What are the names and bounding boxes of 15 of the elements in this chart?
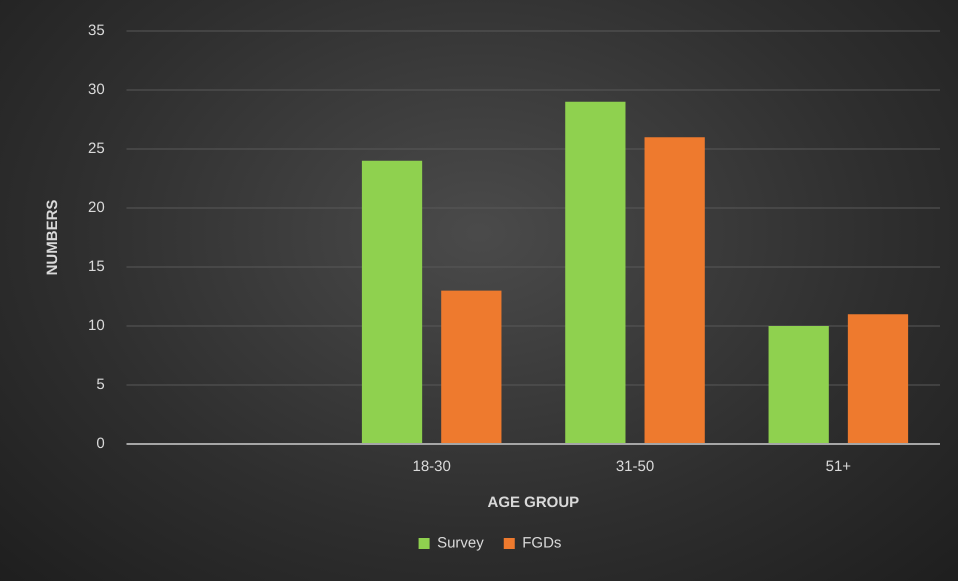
x-tick-label: 31-50 [616, 458, 654, 476]
y-tick-label: 0 [96, 435, 105, 452]
y-tick-label: 25 [88, 140, 105, 158]
y-tick-label: 30 [88, 81, 105, 98]
x-tick-label: 51+ [826, 458, 852, 476]
y-tick-label: 15 [88, 258, 105, 276]
y-tick-label: 5 [96, 376, 105, 394]
y-axis-title: NUMBERS [44, 200, 62, 276]
legend-label: FGDs [522, 534, 562, 552]
y-tick-label: 10 [88, 317, 105, 334]
x-tick-label: 18-30 [412, 458, 451, 476]
y-tick-label: 20 [88, 199, 105, 216]
x-axis-title: AGE GROUP [488, 494, 580, 512]
y-tick-label: 35 [88, 22, 105, 40]
legend-label: Survey [437, 534, 484, 552]
